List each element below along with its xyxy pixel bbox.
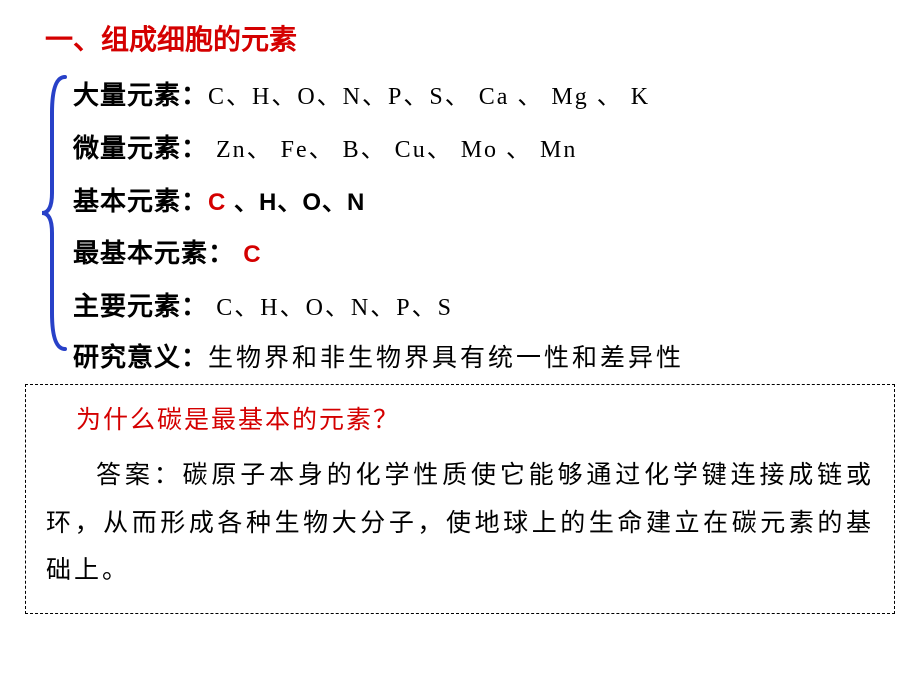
value-basic-c: C xyxy=(208,189,234,216)
row-major-elements: 大量元素：C、H、O、N、P、S、 Ca 、 Mg 、 K xyxy=(73,73,895,118)
label-basic: 基本元素： xyxy=(73,186,208,216)
title-main: 组成细胞的元素 xyxy=(101,25,297,56)
question-text: 为什么碳是最基本的元素？ xyxy=(76,397,874,445)
value-research: 生物界和非生物界具有统一性和差异性 xyxy=(208,345,684,372)
value-trace: Zn、 Fe、 B、 Cu、 Mo 、 Mn xyxy=(208,137,577,163)
value-main: C、H、O、N、P、S xyxy=(216,295,453,321)
row-basic-elements: 基本元素：C 、H、O、N xyxy=(73,179,895,224)
left-brace-icon xyxy=(40,73,70,353)
row-main-elements: 主要元素： C、H、O、N、P、S xyxy=(73,284,895,329)
label-research: 研究意义： xyxy=(73,342,208,372)
bracketed-content: 大量元素：C、H、O、N、P、S、 Ca 、 Mg 、 K 微量元素： Zn、 … xyxy=(25,73,895,329)
qa-box: 为什么碳是最基本的元素？ 答案：碳原子本身的化学性质使它能够通过化学键连接成链或… xyxy=(25,384,895,614)
row-trace-elements: 微量元素： Zn、 Fe、 B、 Cu、 Mo 、 Mn xyxy=(73,126,895,171)
label-trace: 微量元素： xyxy=(73,133,208,163)
section-title: 一、组成细胞的元素 xyxy=(45,18,895,58)
label-main: 主要元素： xyxy=(73,291,216,321)
value-major: C、H、O、N、P、S、 Ca 、 Mg 、 K xyxy=(208,84,650,110)
research-significance: 研究意义：生物界和非生物界具有统一性和差异性 xyxy=(73,337,895,374)
label-major: 大量元素： xyxy=(73,80,208,110)
answer-text: 答案：碳原子本身的化学性质使它能够通过化学键连接成链或环，从而形成各种生物大分子… xyxy=(46,452,874,595)
label-most-basic: 最基本元素： xyxy=(73,238,243,268)
value-basic-rest: 、H、O、N xyxy=(234,189,365,216)
value-most-basic-c: C xyxy=(243,241,261,268)
row-most-basic-element: 最基本元素： C xyxy=(73,231,895,276)
element-rows: 大量元素：C、H、O、N、P、S、 Ca 、 Mg 、 K 微量元素： Zn、 … xyxy=(73,73,895,329)
title-prefix: 一、 xyxy=(45,25,101,56)
